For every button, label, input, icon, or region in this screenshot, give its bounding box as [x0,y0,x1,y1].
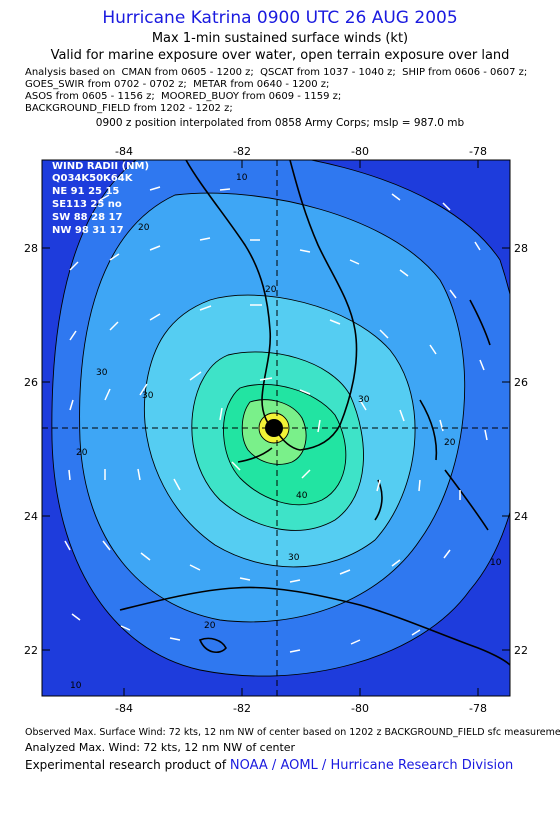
contour-label: 10 [490,558,502,568]
contour-label: 20 [444,438,456,448]
observed-max-wind: Observed Max. Surface Wind: 72 kts, 12 n… [25,727,560,738]
contour-label: 30 [142,391,154,401]
source-line-4: BACKGROUND_FIELD from 1202 - 1202 z; [25,103,233,114]
wind-radii-table: WIND RADII (NM) Q034K50K64K NE 91 25 15 … [52,161,149,236]
lon-tick-bottom-82: -82 [233,702,251,715]
source-line-2: GOES_SWIR from 0702 - 0702 z; METAR from… [25,79,330,90]
wind-radii-row-sw: SW 88 28 17 [52,212,122,223]
map-grid-crosshair [42,160,510,696]
coast-bahamas-1 [419,399,438,461]
source-line-3: ASOS from 0605 - 1156 z; MOORED_BUOY fro… [25,91,342,102]
lat-tick-left-26: 26 [24,376,38,389]
map-title: Hurricane Katrina 0900 UTC 26 AUG 2005 [102,8,458,28]
contour-label: 30 [96,368,108,378]
wind-radii-row-se: SE113 25 no [52,199,122,210]
contour-label: 10 [236,173,248,183]
contour-labels: 10 20 20 30 30 30 40 20 30 20 10 10 20 [70,173,502,691]
lat-tick-left-28: 28 [24,242,38,255]
credit-prefix: Experimental research product of [25,758,230,772]
contour-label: 30 [288,553,300,563]
lat-tick-right-28: 28 [514,242,528,255]
map-subtitle: Max 1-min sustained surface winds (kt) [151,31,409,46]
lon-tick-bottom-80: -80 [351,702,369,715]
coastlines [119,160,510,666]
contour-label: 40 [296,491,308,501]
wind-radii-row-nw: NW 98 31 17 [52,225,124,236]
lat-tick-right-24: 24 [514,510,528,523]
contour-label: 30 [358,395,370,405]
coast-isle-of-youth [198,637,227,654]
lon-tick-bottom-78: -78 [469,702,487,715]
contour-label: 20 [265,285,277,295]
hrd-link[interactable]: NOAA / AOML / Hurricane Research Divisio… [229,758,514,773]
coast-bahamas-2 [444,469,489,531]
contour-lines [51,160,510,677]
contour-label: 20 [204,621,216,631]
tick-marks [42,160,510,696]
lon-tick-top-78: -78 [469,145,487,158]
lat-tick-left-24: 24 [24,510,38,523]
analyzed-max-wind: Analyzed Max. Wind: 72 kts, 12 nm NW of … [25,741,296,754]
coast-florida-west [185,160,275,431]
coast-cuba [119,586,510,666]
wind-radii-title: WIND RADII (NM) [52,161,149,172]
coast-bahamas-4 [469,299,491,346]
lat-tick-right-22: 22 [514,644,528,657]
validity-note: Valid for marine exposure over water, op… [50,48,510,63]
coast-keys [237,447,273,463]
lon-tick-top-84: -84 [115,145,133,158]
lon-tick-bottom-84: -84 [115,702,133,715]
source-line-1: Analysis based on CMAN from 0605 - 1200 … [25,67,528,78]
credit-line: Experimental research product of NOAA / … [25,758,513,773]
wind-radii-row-ne: NE 91 25 15 [52,186,119,197]
wind-vectors [64,186,488,653]
contour-label: 20 [76,448,88,458]
coast-florida [275,160,358,451]
position-note: 0900 z position interpolated from 0858 A… [95,117,465,129]
lon-tick-top-82: -82 [233,145,251,158]
contour-label: 20 [138,223,150,233]
lat-tick-left-22: 22 [24,644,38,657]
contour-label: 10 [70,681,82,691]
wind-radii-header: Q034K50K64K [52,173,134,184]
lon-tick-top-80: -80 [351,145,369,158]
lat-tick-right-26: 26 [514,376,528,389]
